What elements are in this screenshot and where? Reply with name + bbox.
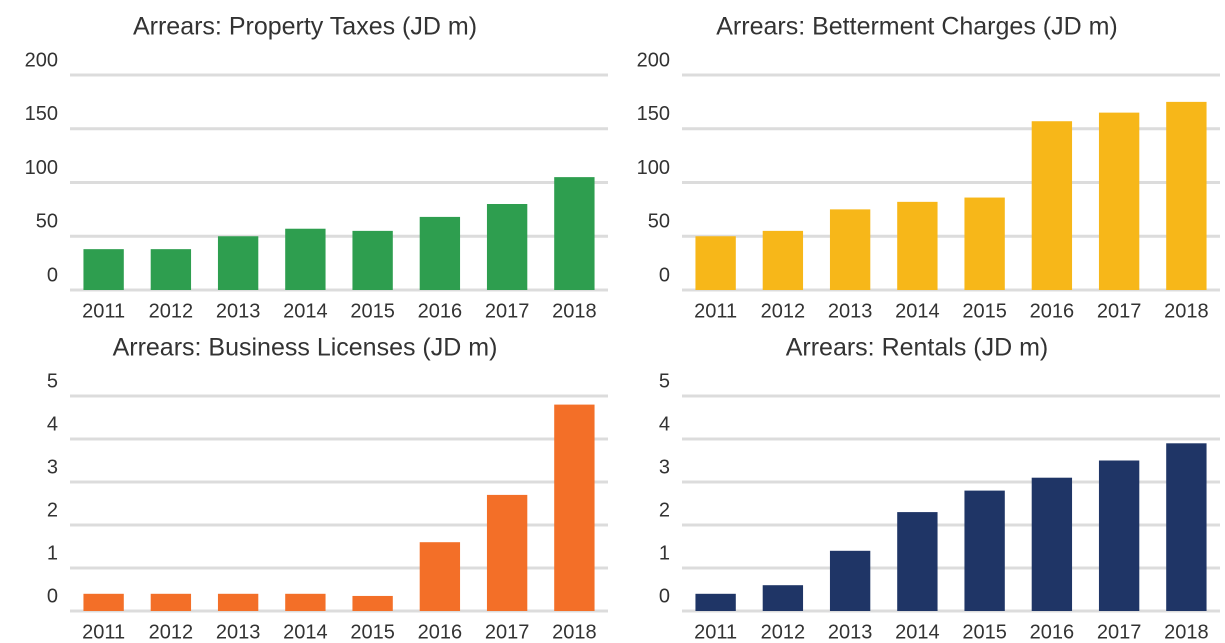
y-tick-label: 150 [25,103,58,125]
y-tick-label: 0 [659,264,670,286]
chart-title: Arrears: Betterment Charges (JD m) [716,13,1118,41]
y-tick-label: 0 [659,585,670,607]
x-tick-label: 2014 [895,621,940,643]
y-tick-label: 150 [637,103,670,125]
bar [829,209,871,290]
bar [285,593,326,611]
x-tick-label: 2013 [216,621,261,643]
x-tick-label: 2011 [694,621,737,643]
y-tick-label: 200 [637,49,670,71]
x-tick-label: 2011 [694,300,737,322]
x-tick-label: 2012 [761,621,806,643]
bar [897,201,938,290]
bar [352,230,393,290]
bar [83,249,124,290]
y-tick-label: 100 [637,157,670,179]
x-tick-label: 2011 [82,300,125,322]
bar [83,593,124,611]
x-tick-label: 2015 [962,621,1007,643]
x-tick-label: 2016 [1030,300,1075,322]
chart-title: Arrears: Rentals (JD m) [786,334,1049,362]
bar [217,593,259,611]
bar [554,177,595,290]
x-tick-label: 2016 [1030,621,1075,643]
bar [1166,101,1207,290]
bar [1031,121,1073,290]
bar [419,542,461,611]
x-tick-label: 2015 [962,300,1007,322]
bar [554,404,595,611]
y-tick-label: 50 [36,211,58,233]
x-tick-label: 2016 [418,621,463,643]
bar [897,512,938,611]
x-tick-label: 2017 [485,300,530,322]
x-tick-label: 2013 [216,300,261,322]
chart-title: Arrears: Property Taxes (JD m) [133,13,477,41]
bar [762,230,804,290]
x-tick-label: 2011 [82,621,125,643]
y-tick-label: 3 [47,456,58,478]
y-tick-label: 4 [659,413,670,435]
x-tick-label: 2018 [552,621,597,643]
bar [964,490,1005,611]
bar [762,585,804,611]
bar [419,216,461,290]
bar [352,595,393,611]
x-tick-label: 2017 [485,621,530,643]
y-tick-label: 0 [47,585,58,607]
bar [486,494,528,611]
y-tick-label: 100 [25,157,58,179]
y-tick-label: 200 [25,49,58,71]
bar [1031,477,1073,611]
y-tick-label: 2 [47,499,58,521]
x-tick-label: 2013 [828,621,873,643]
y-tick-label: 5 [47,370,58,392]
x-tick-label: 2016 [418,300,463,322]
bar [695,593,736,611]
x-tick-label: 2014 [283,621,328,643]
x-tick-label: 2014 [895,300,940,322]
bar [150,593,192,611]
x-tick-label: 2017 [1097,300,1142,322]
x-tick-label: 2012 [149,300,194,322]
x-tick-label: 2017 [1097,621,1142,643]
chart-title: Arrears: Business Licenses (JD m) [113,334,498,362]
x-tick-label: 2014 [283,300,328,322]
x-tick-label: 2013 [828,300,873,322]
x-tick-label: 2018 [552,300,597,322]
bar [1098,112,1140,290]
bar [695,236,736,290]
bar [1098,460,1140,611]
x-tick-label: 2018 [1164,621,1209,643]
y-tick-label: 1 [47,542,58,564]
x-tick-label: 2012 [761,300,806,322]
bar [285,228,326,290]
x-tick-label: 2018 [1164,300,1209,322]
bar [217,236,259,290]
y-tick-label: 50 [648,211,670,233]
bar [150,249,192,290]
bar [1166,443,1207,611]
y-tick-label: 1 [659,542,670,564]
y-tick-label: 2 [659,499,670,521]
bar [829,550,871,611]
bar [486,204,528,290]
x-tick-label: 2012 [149,621,194,643]
y-tick-label: 0 [47,264,58,286]
y-tick-label: 3 [659,456,670,478]
x-tick-label: 2015 [350,300,395,322]
x-tick-label: 2015 [350,621,395,643]
y-tick-label: 5 [659,370,670,392]
bar [964,197,1005,290]
y-tick-label: 4 [47,413,58,435]
